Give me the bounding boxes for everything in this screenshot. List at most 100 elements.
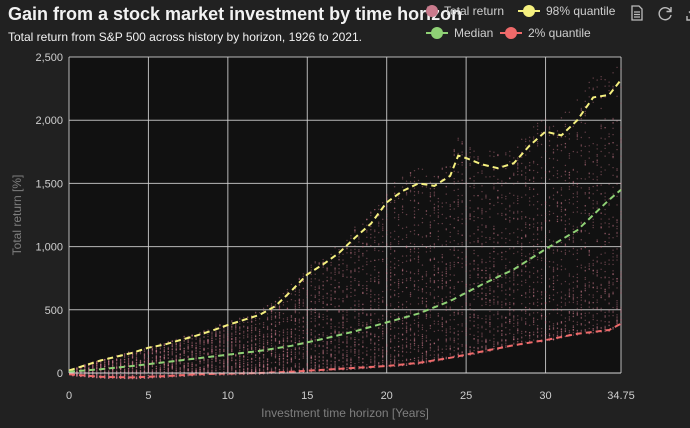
scatter-point (286, 300, 289, 303)
scatter-point (199, 369, 201, 372)
scatter-point (187, 369, 189, 371)
scatter-point (346, 276, 348, 278)
scatter-point (84, 366, 86, 368)
scatter-point (461, 251, 463, 254)
scatter-point (223, 363, 225, 365)
scatter-point (96, 365, 98, 367)
scatter-point (111, 361, 114, 363)
scatter-point (397, 316, 400, 318)
scatter-point (302, 275, 305, 278)
legend-item-total-return[interactable]: Total return (426, 4, 504, 18)
scatter-point (215, 359, 217, 361)
scatter-point (155, 347, 158, 350)
scatter-point (187, 346, 189, 349)
scatter-point (477, 342, 479, 344)
scatter-point (199, 361, 201, 363)
scatter-point (389, 243, 392, 246)
scatter-point (465, 328, 467, 330)
scatter-point (334, 358, 336, 360)
scatter-point (203, 336, 205, 338)
scatter-point (199, 339, 201, 342)
scatter-point (453, 312, 455, 314)
scatter-point (127, 370, 130, 372)
legend-item-98-quantile[interactable]: 98% quantile (518, 4, 615, 18)
scatter-point (393, 289, 396, 292)
scatter-point (342, 273, 344, 275)
scatter-point (163, 368, 166, 370)
scatter-point (171, 362, 173, 365)
scatter-point (314, 278, 316, 280)
scatter-point (167, 368, 169, 371)
save-image-icon[interactable] (684, 4, 690, 22)
scatter-point (258, 370, 261, 372)
scatter-point (187, 341, 189, 343)
scatter-point (366, 280, 368, 283)
scatter-point (453, 274, 455, 276)
scatter-point (477, 255, 479, 257)
scatter-point (342, 326, 344, 329)
scatter-point (266, 366, 269, 369)
scatter-point (461, 351, 463, 353)
scatter-point (314, 324, 316, 327)
scatter-point (195, 336, 197, 339)
scatter-point (354, 270, 356, 272)
scatter-point (286, 307, 289, 310)
scatter-point (247, 333, 249, 335)
scatter-point (115, 365, 118, 367)
scatter-point (270, 333, 273, 335)
scatter-point (417, 279, 420, 282)
scatter-point (385, 285, 388, 287)
scatter-point (266, 350, 269, 352)
legend-item-median[interactable]: Median (426, 26, 493, 40)
scatter-point (362, 265, 364, 267)
scatter-point (239, 333, 241, 335)
scatter-point (163, 357, 166, 359)
scatter-point (374, 356, 376, 359)
scatter-point (425, 352, 428, 354)
scatter-point (278, 321, 281, 324)
scatter-point (389, 354, 392, 356)
scatter-point (409, 346, 412, 348)
scatter-point (239, 371, 241, 373)
scatter-point (195, 345, 197, 347)
scatter-point (370, 244, 372, 247)
restore-icon[interactable] (656, 4, 674, 22)
scatter-point (493, 264, 495, 266)
scatter-point (195, 350, 197, 352)
scatter-point (211, 337, 213, 339)
scatter-point (96, 376, 98, 378)
scatter-point (115, 373, 118, 376)
scatter-point (104, 359, 106, 361)
scatter-point (175, 375, 177, 378)
scatter-point (187, 345, 189, 347)
scatter-point (286, 361, 289, 363)
scatter-point (413, 243, 416, 246)
scatter-point (155, 375, 158, 377)
scatter-point (362, 346, 364, 348)
scatter-point (179, 370, 181, 372)
scatter-point (171, 353, 173, 355)
scatter-point (159, 373, 162, 375)
scatter-point (219, 340, 221, 343)
scatter-point (370, 360, 372, 362)
scatter-point (366, 353, 368, 356)
scatter-point (274, 315, 277, 317)
scatter-point (294, 363, 297, 365)
scatter-point (401, 208, 404, 211)
data-view-icon[interactable] (628, 4, 646, 22)
scatter-point (493, 261, 495, 263)
scatter-point (445, 356, 447, 358)
scatter-point (374, 363, 376, 365)
scatter-point (449, 241, 451, 243)
scatter-point (231, 328, 233, 331)
scatter-point (195, 370, 197, 373)
scatter-point (211, 352, 213, 355)
scatter-point (358, 305, 360, 307)
legend-item-2-quantile[interactable]: 2% quantile (500, 26, 591, 40)
scatter-point (433, 302, 436, 305)
scatter-point (374, 348, 376, 351)
scatter-point (413, 273, 416, 275)
scatter-point (278, 308, 281, 310)
scatter-point (119, 374, 122, 376)
scatter-point (473, 316, 475, 318)
